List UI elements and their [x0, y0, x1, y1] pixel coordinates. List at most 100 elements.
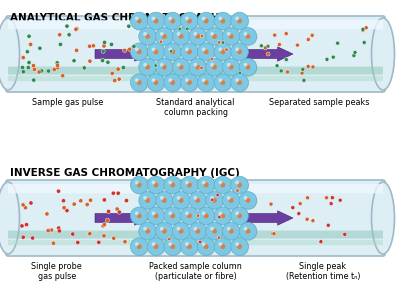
Circle shape	[246, 229, 250, 234]
Circle shape	[51, 241, 55, 245]
Circle shape	[190, 223, 208, 241]
Circle shape	[352, 54, 356, 58]
Circle shape	[168, 78, 172, 82]
Circle shape	[165, 177, 182, 195]
Circle shape	[179, 34, 183, 39]
Circle shape	[130, 207, 148, 225]
Circle shape	[116, 67, 120, 71]
Circle shape	[154, 49, 158, 54]
Text: Packed sample column
(particulate or fibre): Packed sample column (particulate or fib…	[149, 262, 242, 282]
Circle shape	[215, 13, 232, 31]
Circle shape	[88, 44, 92, 48]
Circle shape	[190, 192, 208, 210]
Circle shape	[57, 226, 61, 230]
Circle shape	[311, 219, 315, 223]
Circle shape	[154, 64, 157, 67]
Circle shape	[198, 177, 216, 195]
Circle shape	[197, 43, 215, 61]
Circle shape	[286, 70, 289, 74]
Circle shape	[198, 44, 216, 62]
Circle shape	[302, 78, 306, 82]
Circle shape	[164, 207, 181, 225]
Ellipse shape	[371, 18, 394, 90]
Circle shape	[154, 80, 158, 85]
Circle shape	[195, 198, 200, 203]
Circle shape	[235, 242, 239, 246]
Circle shape	[223, 192, 240, 209]
Circle shape	[211, 198, 214, 202]
Circle shape	[173, 59, 190, 77]
Circle shape	[135, 17, 139, 21]
Circle shape	[32, 67, 36, 71]
Circle shape	[210, 63, 214, 67]
Circle shape	[219, 17, 222, 21]
Circle shape	[284, 32, 288, 36]
Circle shape	[204, 80, 209, 85]
Circle shape	[231, 12, 248, 30]
Circle shape	[326, 223, 330, 227]
Circle shape	[172, 192, 190, 209]
Circle shape	[239, 28, 257, 45]
Circle shape	[324, 196, 329, 200]
Circle shape	[179, 229, 183, 234]
Circle shape	[170, 19, 175, 24]
Circle shape	[218, 215, 221, 219]
Circle shape	[214, 74, 232, 91]
Circle shape	[74, 48, 79, 52]
Circle shape	[193, 32, 197, 36]
Circle shape	[187, 19, 192, 24]
Circle shape	[130, 176, 148, 194]
Circle shape	[193, 63, 197, 67]
Circle shape	[221, 244, 225, 249]
Circle shape	[279, 69, 283, 73]
Circle shape	[147, 43, 165, 61]
Circle shape	[46, 229, 50, 233]
Circle shape	[38, 46, 42, 50]
Circle shape	[239, 192, 257, 209]
Circle shape	[232, 13, 249, 31]
Circle shape	[139, 58, 156, 76]
Circle shape	[195, 229, 200, 234]
Circle shape	[237, 213, 242, 218]
Text: Single peak
(Retention time tₙ): Single peak (Retention time tₙ)	[286, 262, 360, 282]
Circle shape	[259, 44, 263, 48]
Circle shape	[165, 44, 182, 62]
Circle shape	[152, 47, 156, 51]
Circle shape	[137, 183, 142, 188]
Circle shape	[229, 65, 234, 70]
Circle shape	[206, 222, 223, 240]
Circle shape	[170, 244, 175, 249]
Circle shape	[181, 207, 198, 225]
Circle shape	[45, 212, 49, 216]
Circle shape	[170, 49, 175, 54]
Circle shape	[127, 24, 131, 28]
Circle shape	[156, 192, 174, 210]
Circle shape	[112, 236, 116, 240]
Circle shape	[57, 229, 61, 233]
Circle shape	[204, 19, 209, 24]
Circle shape	[343, 232, 347, 237]
Circle shape	[204, 213, 209, 218]
Circle shape	[145, 65, 150, 70]
Circle shape	[231, 176, 248, 194]
Circle shape	[61, 74, 65, 78]
Circle shape	[198, 75, 216, 92]
Circle shape	[172, 58, 190, 76]
Circle shape	[235, 17, 239, 21]
Circle shape	[246, 198, 250, 203]
FancyBboxPatch shape	[8, 231, 383, 239]
Circle shape	[212, 65, 217, 70]
Circle shape	[139, 222, 156, 240]
Circle shape	[238, 71, 242, 75]
Circle shape	[135, 78, 139, 82]
Circle shape	[215, 239, 232, 256]
Circle shape	[232, 44, 249, 62]
Circle shape	[164, 12, 181, 30]
Circle shape	[143, 227, 147, 231]
Circle shape	[214, 176, 232, 194]
Circle shape	[27, 61, 31, 65]
Circle shape	[272, 232, 276, 236]
Circle shape	[179, 65, 183, 70]
Circle shape	[165, 13, 182, 31]
Circle shape	[244, 32, 248, 36]
